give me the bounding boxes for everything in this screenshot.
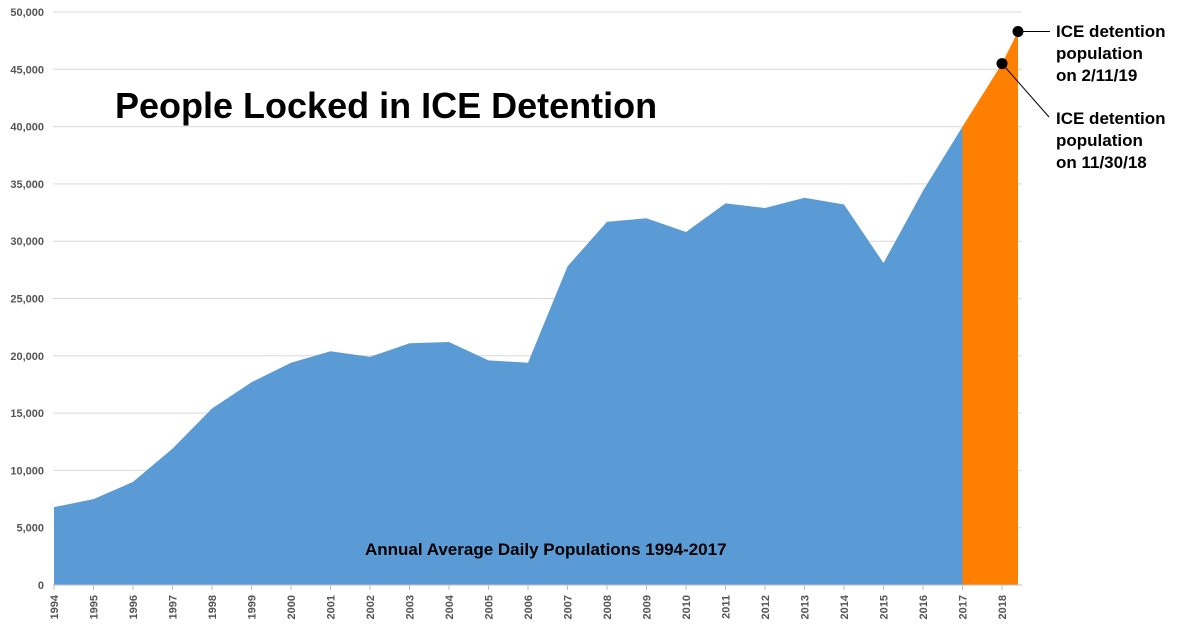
annotations: ICE detention population on 2/11/19 ICE det… [996, 22, 1166, 172]
area-series-2 [962, 31, 1018, 585]
annotation-label: population [1056, 44, 1143, 63]
x-tick-label: 2005 [484, 595, 496, 619]
x-tick-label: 2015 [879, 595, 891, 619]
x-tick-label: 2003 [405, 595, 417, 619]
x-tick-label: 1997 [168, 595, 180, 619]
annotation-label: ICE detention [1056, 22, 1166, 41]
y-tick-label: 20,000 [10, 351, 44, 363]
x-tick-label: 2000 [286, 595, 298, 619]
annotation-label: on 11/30/18 [1056, 153, 1147, 172]
chart-subtitle: Annual Average Daily Populations 1994-20… [365, 540, 727, 559]
annotation-leader [1001, 63, 1050, 118]
x-tick-label: 1994 [49, 594, 61, 619]
y-tick-label: 10,000 [10, 465, 44, 477]
y-tick-label: 35,000 [10, 179, 44, 191]
annotation-label: population [1056, 131, 1143, 150]
annotation-point [1012, 25, 1024, 37]
annotation-label: ICE detention [1056, 109, 1166, 128]
x-tick-label: 2007 [563, 595, 575, 619]
x-tick-label: 1998 [207, 595, 219, 619]
y-axis-ticks: 0 5,000 10,000 15,000 20,000 25,000 30,000 35,0… [10, 7, 44, 592]
y-tick-label: 15,000 [10, 408, 44, 420]
y-tick-label: 50,000 [10, 7, 44, 19]
area-series [54, 31, 1018, 585]
y-tick-label: 45,000 [10, 64, 44, 76]
x-tick-label: 2012 [760, 595, 772, 619]
y-tick-label: 40,000 [10, 122, 44, 134]
x-tick-label: 2013 [800, 595, 812, 619]
x-tick-label: 2008 [602, 595, 614, 619]
x-tick-label: 2011 [721, 595, 733, 619]
annotation-point [996, 58, 1008, 70]
x-tick-label: 1995 [89, 595, 101, 619]
x-tick-label: 1999 [247, 595, 259, 619]
x-tick-label: 2018 [997, 595, 1009, 619]
x-tick-label: 2002 [365, 595, 377, 619]
x-tick-label: 2009 [642, 595, 654, 619]
x-tick-label: 2014 [839, 594, 851, 619]
x-tick-label: 1996 [128, 595, 140, 619]
area-series-1 [54, 126, 963, 585]
x-tick-label: 2001 [326, 595, 338, 619]
y-tick-label: 0 [38, 580, 44, 592]
x-tick-label: 2006 [523, 595, 535, 619]
x-tick-label: 2004 [444, 594, 456, 619]
x-tick-label: 2017 [958, 595, 970, 619]
annotation-label: on 2/11/19 [1056, 66, 1137, 85]
y-tick-label: 30,000 [10, 236, 44, 248]
x-tick-label: 2016 [918, 595, 930, 619]
chart-title: People Locked in ICE Detention [115, 85, 657, 126]
y-tick-label: 5,000 [16, 523, 44, 535]
x-tick-label: 2010 [681, 595, 693, 619]
x-axis-ticks: 1994 1995 1996 1997 1998 1999 2000 2001 2002 2003… [49, 585, 1009, 619]
y-tick-label: 25,000 [10, 294, 44, 306]
